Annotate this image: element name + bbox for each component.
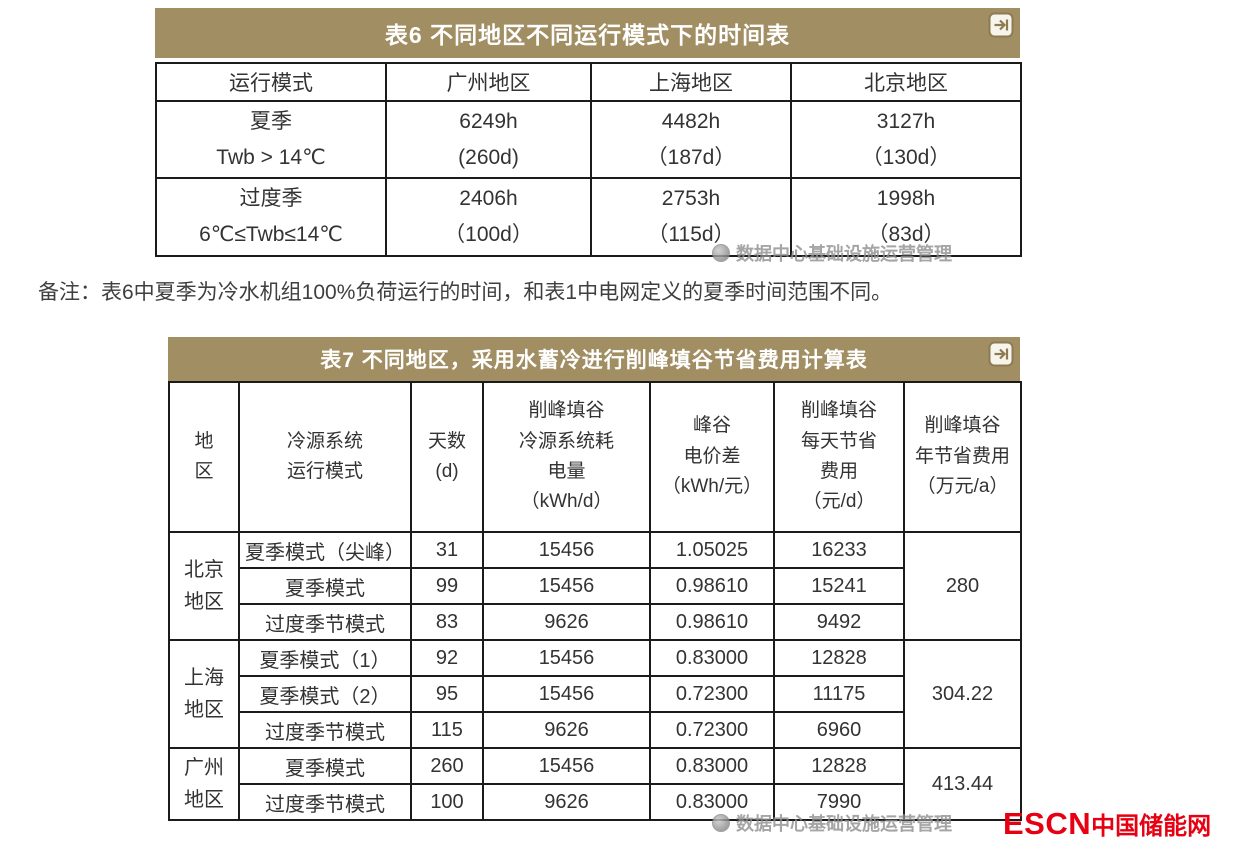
table-row: 广州 地区 夏季模式 260 15456 0.83000 12828 413.4… [168,747,1022,821]
export-arrow-icon-svg [988,12,1014,38]
note-text: 备注：表6中夏季为冷水机组100%负荷运行的时间，和表1中电网定义的夏季时间范围… [38,281,893,304]
t6-cell: 6249h (260d) [385,99,592,180]
escn-logo-latin: ESCN [1003,806,1092,841]
table-row: 上海 地区 夏季模式（1） 92 15456 0.83000 12828 304… [168,639,1022,749]
t7-cell: 0.83000 [649,783,775,821]
t7-cell: 1.05025 [649,531,775,569]
export-arrow-icon[interactable] [988,12,1014,38]
t7-cell: 9626 [482,603,651,641]
t7-cell: 31 [410,531,484,569]
t7-cell: 15456 [482,567,651,605]
t7-cell: 夏季模式（1） [238,639,412,677]
table6-header-row: 运行模式 广州地区 上海地区 北京地区 [155,62,1022,102]
t7-cell: 15456 [482,531,651,569]
t6-cell: 过度季 6℃≤Twb≤14℃ [155,177,387,257]
t7-header-annual-saving: 削峰填谷 年节省费用 （万元/a） [903,381,1022,533]
t7-cell: 83 [410,603,484,641]
t7-cell: 7990 [773,783,905,821]
t6-cell: 2406h （100d） [385,177,592,257]
globe-icon [712,244,730,262]
table-row: 过度季节模式 83 9626 0.98610 9492 [169,603,1021,641]
t7-cell: 99 [410,567,484,605]
t6-header-mode: 运行模式 [155,62,387,102]
t7-cell: 0.98610 [649,567,775,605]
table-row: 过度季 6℃≤Twb≤14℃ 2406h （100d） 2753h （115d）… [155,177,1022,257]
escn-logo-cn: 中国储能网 [1091,813,1212,840]
table-row: 夏季 Twb > 14℃ 6249h (260d) 4482h （187d） 3… [155,99,1022,180]
watermark-text: 数据中心基础设施运营管理 [736,244,952,264]
table6-title-bar: 表6 不同地区不同运行模式下的时间表 [155,8,1020,58]
t7-cell: 16233 [773,531,905,569]
t6-header-shanghai: 上海地区 [590,62,792,102]
t7-cell: 6960 [773,711,905,749]
table7-title-bar: 表7 不同地区，采用水蓄冷进行削峰填谷节省费用计算表 [168,337,1020,381]
t7-cell: 0.72300 [649,675,775,713]
t7-cell: 15456 [482,675,651,713]
t7-cell: 15456 [482,747,651,785]
table7-header-row: 地 区 冷源系统 运行模式 天数 (d) 削峰填谷 冷源系统耗 电量 （kWh/… [168,381,1022,533]
table-row: 过度季节模式 100 9626 0.83000 7990 [169,783,1021,821]
t7-cell: 9492 [773,603,905,641]
t7-cell: 15456 [482,639,651,677]
t7-cell: 夏季模式 [238,567,412,605]
export-arrow-icon-svg [988,341,1014,367]
t7-cell: 260 [410,747,484,785]
t7-cell: 11175 [773,675,905,713]
table-row: 过度季节模式 115 9626 0.72300 6960 [169,711,1021,749]
t7-cell: 夏季模式（2） [238,675,412,713]
t7-region-shanghai: 上海 地区 [168,639,240,749]
globe-icon [712,814,730,832]
t6-header-beijing: 北京地区 [790,62,1022,102]
table6: 运行模式 广州地区 上海地区 北京地区 夏季 Twb > 14℃ 6249h (… [155,62,1022,257]
t6-cell: 夏季 Twb > 14℃ [155,99,387,180]
t6-cell: 2753h （115d） [590,177,792,257]
t7-savings-shanghai: 304.22 [903,639,1022,749]
t7-cell: 92 [410,639,484,677]
t7-savings-guangzhou: 413.44 [903,747,1022,821]
table7-title: 表7 不同地区，采用水蓄冷进行削峰填谷节省费用计算表 [320,349,868,372]
t7-region-beijing: 北京 地区 [168,531,240,641]
t7-cell: 夏季模式（尖峰） [238,531,412,569]
t7-header-mode: 冷源系统 运行模式 [238,381,412,533]
watermark: 数据中心基础设施运营管理 [712,810,952,836]
watermark: 数据中心基础设施运营管理 [712,240,952,266]
t7-cell: 0.83000 [649,747,775,785]
t7-header-price-diff: 峰谷 电价差 （kWh/元） [649,381,775,533]
t7-cell: 100 [410,783,484,821]
t7-cell: 过度季节模式 [238,783,412,821]
table6-title: 表6 不同地区不同运行模式下的时间表 [384,22,791,48]
t7-cell: 0.72300 [649,711,775,749]
table-row: 夏季模式（2） 95 15456 0.72300 11175 [169,675,1021,713]
t6-cell: 4482h （187d） [590,99,792,180]
t7-cell: 9626 [482,783,651,821]
t7-region-guangzhou: 广州 地区 [168,747,240,821]
t7-cell: 0.83000 [649,639,775,677]
export-arrow-icon[interactable] [988,341,1014,367]
t7-cell: 115 [410,711,484,749]
t7-header-daily-saving: 削峰填谷 每天节省 费用 （元/d） [773,381,905,533]
table7: 地 区 冷源系统 运行模式 天数 (d) 削峰填谷 冷源系统耗 电量 （kWh/… [168,381,1022,821]
t6-header-guangzhou: 广州地区 [385,62,592,102]
t7-savings-beijing: 280 [903,531,1022,641]
t7-cell: 95 [410,675,484,713]
watermark-text: 数据中心基础设施运营管理 [736,814,952,834]
t7-header-consumption: 削峰填谷 冷源系统耗 电量 （kWh/d） [482,381,651,533]
t7-cell: 15241 [773,567,905,605]
t7-cell: 过度季节模式 [238,603,412,641]
table-row: 北京 地区 夏季模式（尖峰） 31 15456 1.05025 16233 28… [168,531,1022,641]
t7-cell: 过度季节模式 [238,711,412,749]
t6-cell: 1998h （83d） [790,177,1022,257]
escn-logo: ESCN 中国储能网 [1003,806,1211,842]
t7-cell: 12828 [773,747,905,785]
t7-header-days: 天数 (d) [410,381,484,533]
t7-cell: 9626 [482,711,651,749]
t7-cell: 12828 [773,639,905,677]
table-row: 夏季模式 99 15456 0.98610 15241 [169,567,1021,605]
t7-cell: 夏季模式 [238,747,412,785]
t7-cell: 0.98610 [649,603,775,641]
t6-cell: 3127h （130d） [790,99,1022,180]
t7-header-region: 地 区 [168,381,240,533]
